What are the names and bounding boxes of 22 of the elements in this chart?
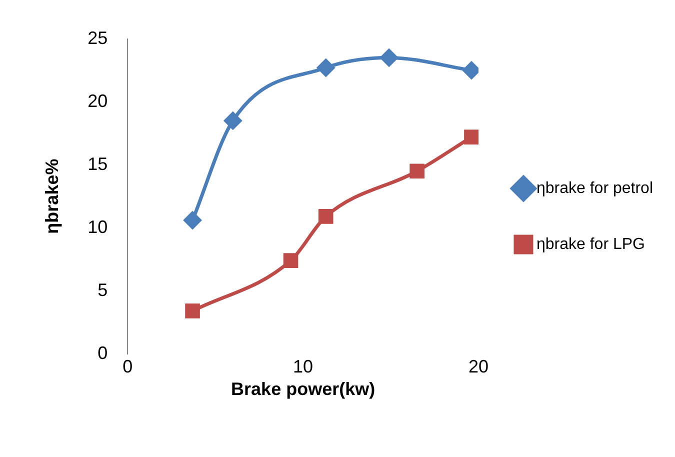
y-axis-title: ηbrake% [42,158,62,234]
y-tick-label: 5 [98,280,108,300]
point [380,48,398,66]
point [185,304,200,318]
point [317,59,335,77]
point [224,112,242,130]
y-tick-label: 20 [88,90,108,111]
x-tick-label: 10 [293,356,314,377]
point [464,130,478,144]
point [184,211,202,229]
point [410,164,424,179]
legend-label: ηbrake for LPG [536,236,645,253]
legend-label: ηbrake for petrol [536,180,654,197]
y-tick-label: 0 [98,342,108,363]
y-tick-label: 25 [88,28,108,48]
point [318,209,334,224]
x-tick-label: 0 [122,356,133,377]
x-tick-label: 20 [468,356,489,377]
x-axis-title: Brake power(kw) [231,379,376,400]
y-tick-label: 15 [88,154,108,174]
point [283,253,298,268]
y-tick-label: 10 [88,216,108,237]
